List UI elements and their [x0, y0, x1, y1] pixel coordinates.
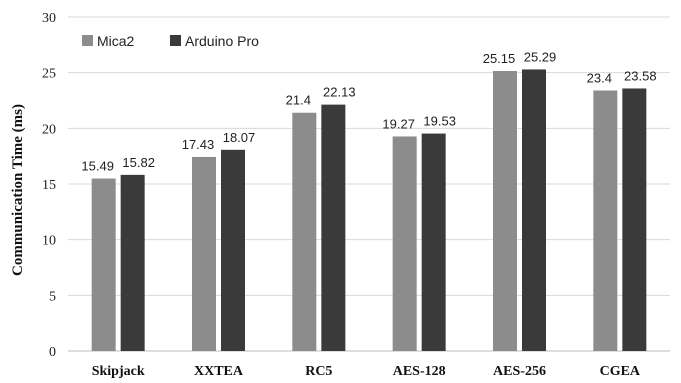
- y-tick-label: 15: [42, 178, 56, 193]
- data-label: 15.82: [122, 155, 155, 170]
- y-tick-label: 10: [42, 234, 56, 249]
- data-label: 15.49: [81, 159, 114, 174]
- gridlines: [68, 16, 670, 352]
- data-label: 17.43: [182, 137, 215, 152]
- bars: [91, 69, 647, 352]
- x-tick-label: CGEA: [600, 364, 641, 379]
- y-tick-label: 30: [42, 11, 56, 26]
- x-tick-label: RC5: [305, 364, 332, 379]
- data-label: 23.4: [587, 70, 612, 85]
- data-label: 21.4: [286, 93, 311, 108]
- bar: [522, 69, 546, 352]
- y-tick-label: 5: [49, 289, 56, 304]
- legend-swatch: [170, 35, 181, 46]
- data-label: 23.58: [624, 68, 657, 83]
- data-label: 18.07: [223, 130, 256, 145]
- bar: [421, 133, 446, 351]
- x-tick-label: XXTEA: [194, 364, 244, 379]
- legend-swatch: [82, 35, 93, 46]
- data-label: 22.13: [323, 85, 356, 100]
- x-axis-ticks: Skipjack XXTEA RC5 AES-128 AES-256 CGEA: [92, 364, 641, 379]
- bar: [321, 104, 346, 352]
- bar: [622, 88, 647, 351]
- x-tick-label: Skipjack: [92, 364, 145, 379]
- data-label: 25.29: [524, 49, 557, 64]
- y-axis-label: Communication Time (ms): [10, 104, 26, 276]
- bar: [292, 112, 317, 351]
- bar: [91, 178, 116, 351]
- x-tick-label: AES-256: [493, 364, 546, 379]
- x-tick-label: AES-128: [393, 364, 446, 379]
- y-tick-label: 25: [42, 67, 56, 82]
- legend-entry: Mica2: [97, 33, 135, 49]
- data-label: 25.15: [483, 51, 516, 66]
- y-axis-ticks: 0 5 10 15 20 25 30: [42, 11, 56, 360]
- data-labels: 15.49 15.82 17.43 18.07 21.4 22.13 19.27 19.53 2…: [81, 49, 656, 173]
- bar: [120, 174, 145, 351]
- bar: [593, 90, 618, 351]
- y-tick-label: 20: [42, 122, 56, 137]
- y-tick-label: 0: [49, 345, 56, 360]
- data-label: 19.27: [382, 116, 415, 131]
- legend-entry: Arduino Pro: [185, 33, 259, 49]
- bar: [221, 149, 245, 351]
- bar: [493, 70, 517, 351]
- legend: Mica2 Arduino Pro: [82, 33, 259, 49]
- bar: [192, 156, 216, 351]
- data-label: 19.53: [423, 114, 456, 129]
- bar: [392, 136, 417, 351]
